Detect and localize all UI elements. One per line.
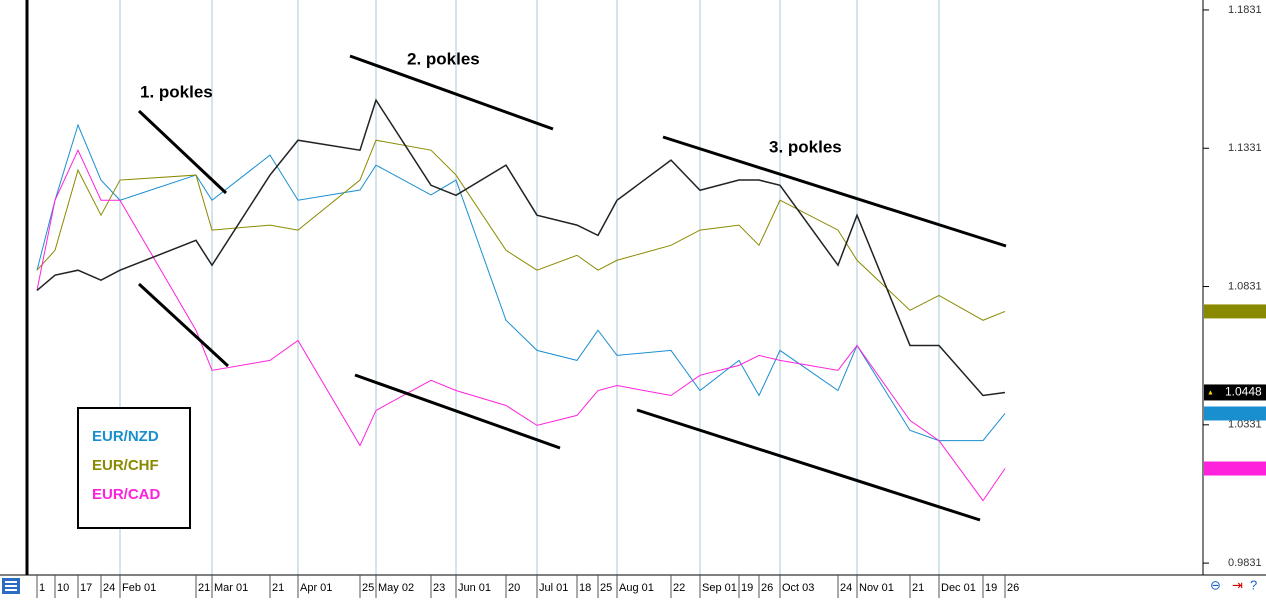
x-tick-label: 10 [57, 582, 69, 594]
trend-line [137, 282, 230, 368]
annotation: 3. pokles [769, 137, 842, 156]
x-tick-label: 24 [103, 582, 115, 594]
x-tick-label: Nov 01 [859, 582, 894, 594]
y-tick-label: 1.0331 [1228, 419, 1262, 431]
last-price-marker [1204, 384, 1266, 401]
trend-lines [137, 54, 1007, 522]
annotation: 1. pokles [140, 82, 213, 101]
y-tick-label: 1.1831 [1228, 4, 1262, 16]
x-tick-label: Dec 01 [941, 582, 976, 594]
x-tick-label: Oct 03 [782, 582, 814, 594]
x-tick-label: Jul 01 [539, 582, 568, 594]
x-tick-label: 19 [741, 582, 753, 594]
annotation: 2. pokles [407, 49, 480, 68]
x-tick-label: 25 [362, 582, 374, 594]
last-value-marker [1204, 304, 1266, 319]
x-tick-label: 1 [39, 582, 45, 594]
last-value-marker [1204, 461, 1266, 476]
x-tick-label: 22 [673, 582, 685, 594]
axes: 1 10 17 24 Feb 01 21 Mar 01 21 Apr 01 25 May 02 23 J… [36, 4, 1266, 598]
x-tick-label: 21 [912, 582, 924, 594]
trend-line [349, 54, 554, 131]
y-tick-label: 1.1331 [1228, 142, 1262, 154]
x-tick-label: 25 [600, 582, 612, 594]
last-price-arrow: ▲ [1207, 389, 1214, 396]
trend-line [354, 373, 561, 450]
x-tick-label: Aug 01 [619, 582, 654, 594]
help-icon[interactable]: ? [1250, 577, 1257, 592]
y-tick-label: 1.0831 [1228, 280, 1262, 292]
price-line [36, 98, 1006, 397]
legend-label: EUR/CHF [92, 457, 159, 474]
x-tick-label: Feb 01 [122, 582, 156, 594]
x-tick-label: 23 [433, 582, 445, 594]
last-price-label: 1.0448 [1225, 385, 1262, 399]
x-tick-label: 20 [508, 582, 520, 594]
x-tick-label: Sep 01 [702, 582, 737, 594]
legend-label: EUR/NZD [92, 428, 159, 445]
series-line [36, 123, 1006, 442]
x-tick-label: 26 [761, 582, 773, 594]
trend-line [636, 408, 981, 522]
series-line [36, 139, 1006, 321]
x-tick-label: Mar 01 [214, 582, 248, 594]
x-tick-label: 21 [272, 582, 284, 594]
arrow-icon[interactable]: ⇥ [1232, 577, 1243, 592]
x-tick-label: 21 [198, 582, 210, 594]
x-tick-label: 18 [579, 582, 591, 594]
x-tick-label: 19 [985, 582, 997, 594]
link-icon[interactable]: ⊖ [1210, 577, 1221, 592]
x-tick-label: 17 [80, 582, 92, 594]
trend-line [137, 109, 228, 195]
x-tick-label: 26 [1007, 582, 1019, 594]
legend: EUR/NZD EUR/CHF EUR/CAD [92, 428, 161, 503]
trend-line [662, 135, 1007, 248]
series-line [36, 148, 1006, 502]
last-value-marker [1204, 406, 1266, 421]
x-tick-label: 24 [840, 582, 852, 594]
menu-icon-lines [5, 581, 17, 591]
plot [36, 98, 1006, 502]
x-tick-label: Apr 01 [300, 582, 332, 594]
x-tick-label: May 02 [378, 582, 414, 594]
legend-box [77, 407, 191, 529]
y-tick-label: 0.9831 [1228, 557, 1262, 569]
legend-label: EUR/CAD [92, 486, 161, 503]
x-tick-label: Jun 01 [458, 582, 491, 594]
